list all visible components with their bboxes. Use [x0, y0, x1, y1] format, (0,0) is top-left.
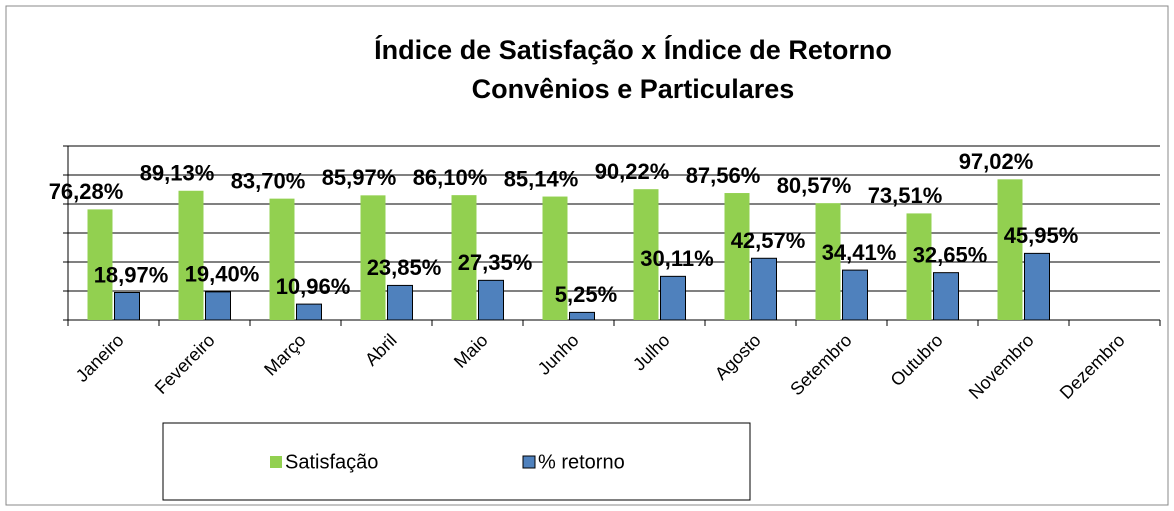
data-label: 42,57% [731, 228, 806, 253]
bar [842, 269, 868, 321]
data-label: 87,56% [686, 163, 761, 188]
legend-label: Satisfação [285, 451, 378, 473]
data-label: 45,95% [1004, 223, 1079, 248]
data-label: 5,25% [555, 282, 617, 307]
bar [933, 272, 959, 321]
bar [724, 193, 750, 320]
legend-swatch [522, 455, 536, 469]
bar [569, 311, 595, 321]
bar [451, 195, 477, 320]
data-label: 97,02% [959, 149, 1034, 174]
bar [997, 179, 1023, 320]
legend-swatch [270, 456, 282, 468]
data-label: 85,97% [322, 165, 397, 190]
data-label: 76,28% [49, 179, 124, 204]
data-label: 86,10% [413, 165, 488, 190]
chart-subtitle: Convênios e Particulares [472, 74, 795, 104]
bar [387, 284, 413, 321]
bar [87, 209, 113, 320]
bar [269, 198, 295, 320]
bar [906, 213, 932, 320]
bar [360, 195, 386, 320]
bar [815, 203, 841, 320]
data-label: 90,22% [595, 159, 670, 184]
bar [178, 190, 204, 320]
data-label: 10,96% [276, 274, 351, 299]
legend-label: % retorno [538, 451, 625, 473]
data-label: 27,35% [458, 250, 533, 275]
bar [478, 279, 504, 321]
data-label: 32,65% [913, 242, 988, 267]
bar [751, 257, 777, 321]
legend-box [162, 422, 751, 501]
bar [296, 303, 322, 321]
bar [660, 275, 686, 321]
bar [633, 189, 659, 320]
bar [205, 291, 231, 321]
data-label: 34,41% [822, 240, 897, 265]
data-label: 83,70% [231, 168, 306, 193]
bar [1024, 252, 1050, 321]
bar [114, 291, 140, 321]
data-label: 18,97% [94, 262, 169, 287]
data-label: 85,14% [504, 166, 579, 191]
data-label: 73,51% [868, 183, 943, 208]
chart-title: Índice de Satisfação x Índice de Retorno [374, 34, 892, 65]
data-label: 23,85% [367, 255, 442, 280]
data-label: 30,11% [640, 246, 713, 271]
data-label: 89,13% [140, 161, 215, 186]
bar [542, 196, 568, 320]
data-label: 19,40% [185, 262, 260, 287]
data-label: 80,57% [777, 173, 852, 198]
